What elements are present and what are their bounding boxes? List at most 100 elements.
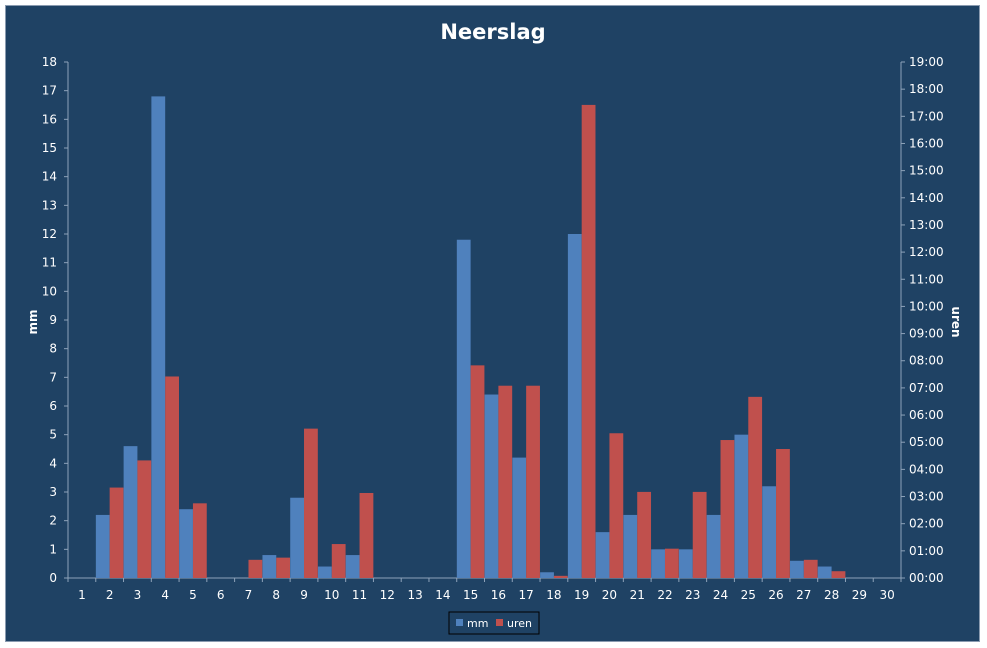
bar-uren xyxy=(304,428,318,578)
y-tick-label-left: 9 xyxy=(49,313,57,327)
bar-mm xyxy=(95,514,110,578)
y-tick-label-left: 3 xyxy=(49,485,57,499)
x-tick-label: 6 xyxy=(217,588,225,602)
bar-mm xyxy=(262,555,277,578)
bar-uren xyxy=(137,460,152,578)
bar-uren xyxy=(498,385,513,578)
y-tick-label-right: 10:00 xyxy=(909,299,944,313)
chart-svg: Neerslag 012345678910111213141516171800:… xyxy=(26,20,963,635)
y-tick-label-right: 11:00 xyxy=(909,272,944,286)
bar-mm xyxy=(623,514,638,578)
x-tick-label: 5 xyxy=(189,588,197,602)
y-tick-label-left: 4 xyxy=(49,456,57,470)
bar-mm xyxy=(734,434,749,578)
y-tick-label-right: 19:00 xyxy=(909,55,944,69)
x-tick-label: 30 xyxy=(879,588,894,602)
x-tick-label: 20 xyxy=(602,588,617,602)
x-tick-label: 1 xyxy=(78,588,86,602)
y-tick-label-left: 13 xyxy=(42,198,57,212)
x-tick-label: 23 xyxy=(685,588,700,602)
y-tick-label-left: 0 xyxy=(49,571,57,585)
bar-mm xyxy=(512,457,527,578)
legend-swatch-mm xyxy=(456,619,463,626)
y-tick-label-right: 05:00 xyxy=(909,435,944,449)
x-tick-label: 25 xyxy=(741,588,756,602)
bar-mm xyxy=(762,486,777,578)
y-tick-label-left: 1 xyxy=(49,542,57,556)
y-tick-label-right: 02:00 xyxy=(909,517,944,531)
y-tick-label-left: 2 xyxy=(49,514,57,528)
bar-uren xyxy=(192,503,207,578)
y-tick-label-left: 11 xyxy=(42,256,57,270)
bar-mm xyxy=(123,446,138,578)
bar-uren xyxy=(803,559,818,578)
bar-mm xyxy=(706,514,721,578)
y-tick-label-right: 07:00 xyxy=(909,381,944,395)
x-tick-label: 13 xyxy=(407,588,422,602)
chart-area: Neerslag 0 1 2 3 4 5 6 7 8 9 10 11 12 13 14 15 16 17 18 00:… xyxy=(5,5,980,642)
y-tick-label-right: 16:00 xyxy=(909,136,944,150)
x-tick-label: 7 xyxy=(245,588,253,602)
bar-mm xyxy=(567,234,582,578)
bar-uren xyxy=(581,104,596,578)
y-tick-label-left: 6 xyxy=(49,399,57,413)
x-tick-label: 27 xyxy=(796,588,811,602)
x-tick-label: 9 xyxy=(300,588,308,602)
bar-uren xyxy=(720,440,735,578)
x-tick-label: 12 xyxy=(380,588,395,602)
bar-uren xyxy=(109,487,124,578)
x-tick-label: 19 xyxy=(574,588,589,602)
y-tick-label-right: 09:00 xyxy=(909,327,944,341)
bar-mm xyxy=(484,394,499,578)
legend-box xyxy=(448,611,540,635)
bar-mm xyxy=(345,555,360,578)
y-tick-label-right: 06:00 xyxy=(909,408,944,422)
y-tick-label-right: 01:00 xyxy=(909,544,944,558)
y-tick-label-left: 12 xyxy=(42,227,57,241)
bar-uren xyxy=(359,492,374,578)
bar-mm xyxy=(817,566,832,578)
bar-mm xyxy=(179,509,193,578)
y-tick-label-right: 08:00 xyxy=(909,354,944,368)
x-tick-label: 3 xyxy=(134,588,142,602)
y-tick-label-right: 15:00 xyxy=(909,164,944,178)
bar-uren xyxy=(248,559,263,578)
x-tick-label: 17 xyxy=(519,588,534,602)
bar-mm xyxy=(317,566,332,578)
bar-uren xyxy=(831,571,846,578)
y-tick-label-left: 14 xyxy=(42,170,57,184)
y-tick-label-right: 03:00 xyxy=(909,490,944,504)
x-tick-label: 22 xyxy=(657,588,672,602)
y-tick-label-left: 18 xyxy=(42,55,57,69)
bar-mm xyxy=(790,560,804,578)
bar-uren xyxy=(165,376,179,578)
bar-uren xyxy=(609,433,624,578)
x-tick-label: 14 xyxy=(435,588,450,602)
y-axis-title-left: mm xyxy=(26,309,40,334)
y-tick-label-right: 18:00 xyxy=(909,82,944,96)
y-tick-label-left: 17 xyxy=(42,84,57,98)
bar-mm xyxy=(651,549,665,578)
x-tick-label: 10 xyxy=(324,588,339,602)
bar-mm xyxy=(595,532,610,578)
bar-uren xyxy=(664,548,679,578)
chart-title: Neerslag xyxy=(440,20,545,44)
y-tick-label-right: 17:00 xyxy=(909,109,944,123)
y-tick-label-left: 10 xyxy=(42,284,57,298)
x-tick-label: 2 xyxy=(106,588,114,602)
x-tick-label: 8 xyxy=(272,588,280,602)
y-tick-label-right: 12:00 xyxy=(909,245,944,259)
legend-swatch-uren xyxy=(496,619,503,626)
x-tick-label: 18 xyxy=(546,588,561,602)
bar-uren xyxy=(692,491,707,578)
y-tick-label-right: 04:00 xyxy=(909,462,944,476)
bar-mm xyxy=(540,572,554,578)
bar-uren xyxy=(637,491,652,578)
x-tick-label: 24 xyxy=(713,588,728,602)
bar-mm xyxy=(678,549,693,578)
x-tick-label: 26 xyxy=(768,588,783,602)
legend: mm uren xyxy=(448,611,540,635)
y-tick-label-right: 14:00 xyxy=(909,191,944,205)
x-tick-label: 11 xyxy=(352,588,367,602)
legend-label-mm: mm xyxy=(467,617,488,630)
